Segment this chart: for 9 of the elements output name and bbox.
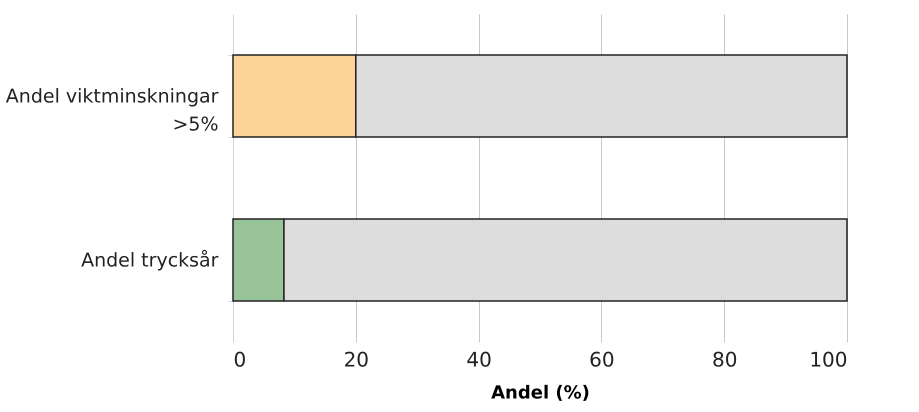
x-tick-label: 80 [712,348,738,372]
x-tick-label: 60 [589,348,615,372]
y-tick-label: Andel viktminskningar >5% [6,86,219,136]
x-axis-title: Andel (%) [491,382,590,404]
x-tick-label: 100 [809,348,848,372]
x-tick-label: 20 [344,348,370,372]
x-tick-label: 40 [466,348,492,372]
y-tick-label: Andel trycksår [81,250,219,272]
x-tick-label: 0 [234,348,246,372]
